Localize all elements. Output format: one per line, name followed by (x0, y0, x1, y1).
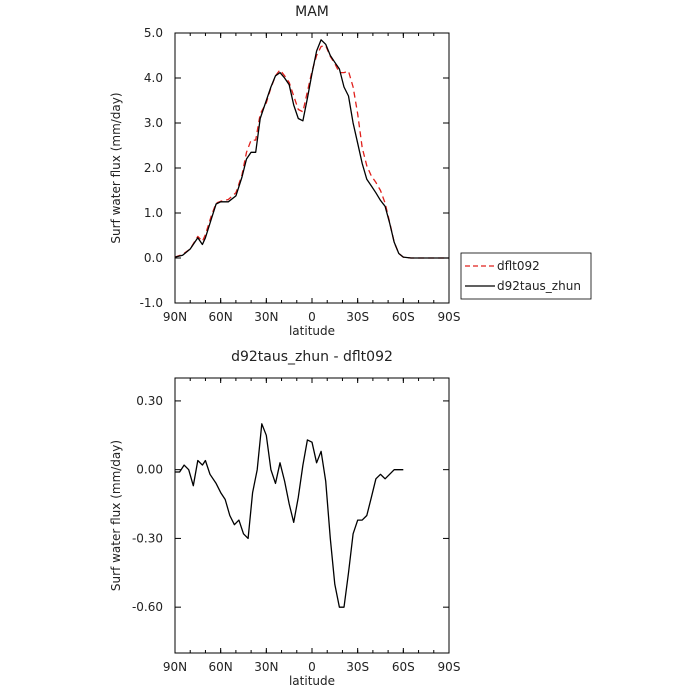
panel1-x-tick-label: 30S (346, 310, 369, 324)
panel1-x-tick-label: 30N (254, 310, 278, 324)
panel2-x-tick-label: 90N (163, 660, 187, 674)
panel1-series-dflt092 (174, 44, 449, 259)
legend-box (460, 252, 592, 300)
panel2-x-axis-label: latitude (289, 674, 335, 688)
panel1-y-tick-label: 0.0 (144, 251, 163, 265)
panel1-y-tick-label: -1.0 (140, 296, 163, 310)
panel1-y-tick-label: 1.0 (144, 206, 163, 220)
panel2-y-tick-label: -0.60 (132, 600, 163, 614)
panel1-x-axis-label: latitude (289, 324, 335, 338)
panel2-x-tick-label: 0 (308, 660, 316, 674)
panel2-y-tick-label: 0.30 (136, 394, 163, 408)
panel2-x-tick-label: 60S (392, 660, 415, 674)
panel1-y-tick-label: 5.0 (144, 26, 163, 40)
panel2-frame (174, 377, 450, 654)
panel2-y-axis-label: Surf water flux (mm/day) (109, 440, 123, 591)
panel2-x-tick-label: 30S (346, 660, 369, 674)
panel2-title: d92taus_zhun - dflt092 (231, 349, 393, 365)
panel1-x-tick-label: 0 (308, 310, 316, 324)
panel2-series-line-1 (175, 423, 404, 608)
panel1-y-tick-label: 2.0 (144, 161, 163, 175)
legend-label: d92taus_zhun (497, 279, 581, 293)
panel2-y-tick-label: 0.00 (136, 463, 163, 477)
panel1-x-tick-label: 90N (163, 310, 187, 324)
panel1-title: MAM (295, 4, 329, 20)
panel2-x-tick-label: 30N (254, 660, 278, 674)
panel1-x-tick-label: 90S (438, 310, 461, 324)
panel2-x-tick-label: 60N (209, 660, 233, 674)
panel1-series-d92taus-zhun (174, 39, 449, 259)
panel1-y-axis-label: Surf water flux (mm/day) (109, 92, 123, 243)
panel1-y-tick-label: 4.0 (144, 71, 163, 85)
legend-label: dflt092 (497, 259, 540, 273)
panel1-x-tick-label: 60S (392, 310, 415, 324)
panel2-y-tick-label: -0.30 (132, 531, 163, 545)
panel1-x-tick-label: 60N (209, 310, 233, 324)
panel2-x-tick-label: 90S (438, 660, 461, 674)
panel1-y-tick-label: 3.0 (144, 116, 163, 130)
